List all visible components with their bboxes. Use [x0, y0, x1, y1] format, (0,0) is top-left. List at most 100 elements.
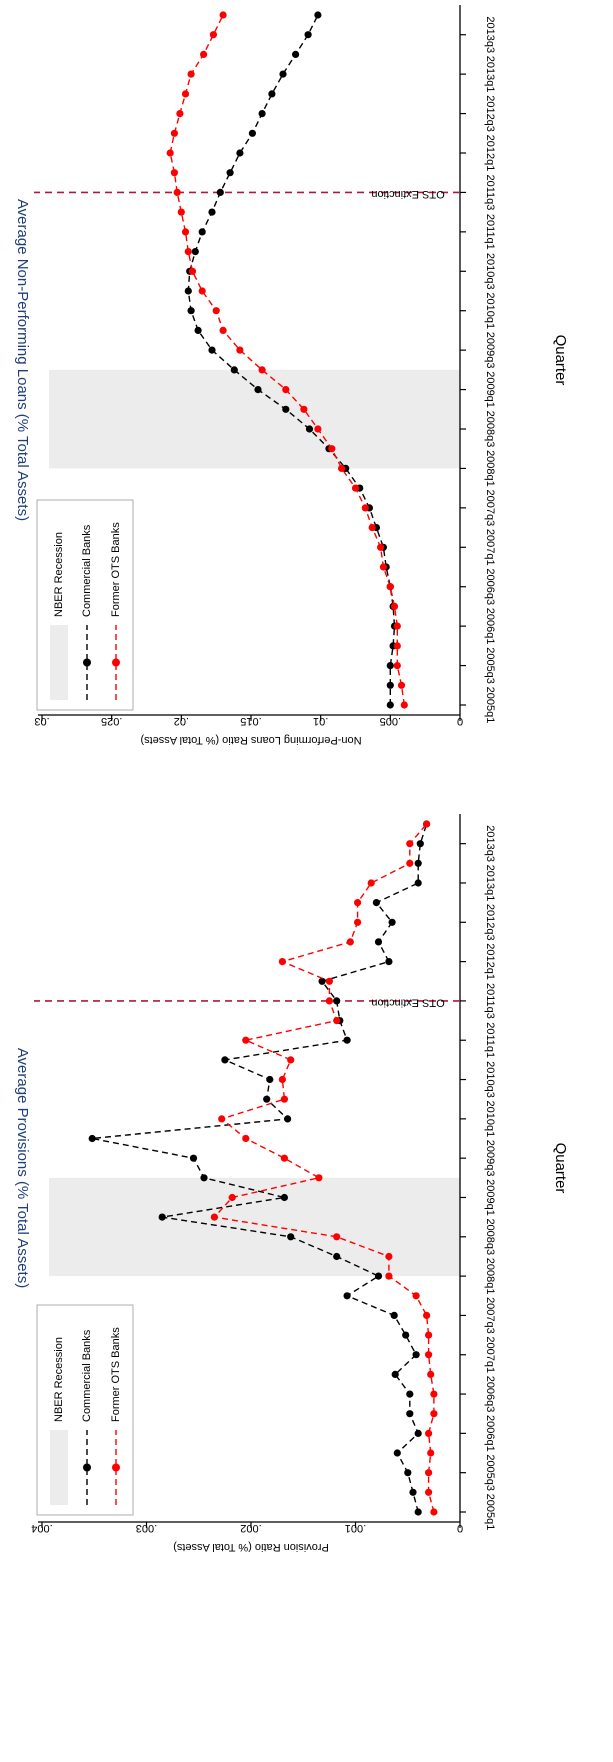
data-point-commercial — [391, 1370, 399, 1378]
data-point-ots — [200, 50, 208, 59]
series-line-commercial — [92, 823, 428, 1513]
data-point-ots — [393, 622, 401, 630]
legend-marker-ots — [112, 658, 120, 667]
x-tick-label: 2012q3 — [484, 95, 496, 132]
data-point-ots — [258, 366, 266, 374]
data-point-ots — [430, 1410, 438, 1418]
y-tick-label: .003 — [136, 1522, 157, 1534]
x-tick-label: 2010q3 — [484, 253, 496, 290]
chart-panel-npl: 0 .005 .01 .015 .02 .025 .03 Non-Performing Loa… — [14, 5, 569, 746]
series-line-ots — [169, 14, 405, 706]
data-point-commercial — [414, 879, 422, 887]
x-tick-label: 2007q3 — [484, 489, 496, 526]
legend-label: Former OTS Banks — [110, 522, 122, 617]
data-point-commercial — [374, 1272, 383, 1280]
x-axis-title: Quarter — [552, 335, 569, 386]
x-tick-label: 2009q3 — [484, 332, 496, 369]
data-point-ots — [314, 425, 322, 433]
data-point-ots — [412, 1292, 420, 1300]
data-point-ots — [287, 1056, 295, 1064]
data-point-commercial — [248, 129, 256, 137]
x-tick-label: 2013q1 — [484, 56, 496, 93]
x-tick-label: 2012q3 — [484, 904, 496, 941]
data-point-commercial — [268, 90, 276, 98]
data-point-ots — [338, 464, 346, 472]
data-point-commercial — [194, 326, 202, 334]
data-point-ots — [209, 31, 217, 39]
data-point-commercial — [266, 1075, 274, 1084]
data-point-commercial — [304, 31, 312, 39]
data-point-commercial — [158, 1213, 166, 1221]
data-point-commercial — [412, 1351, 420, 1359]
data-point-ots — [328, 445, 336, 453]
data-point-ots — [361, 504, 369, 512]
data-point-ots — [406, 840, 414, 848]
y-tick-label: .004 — [31, 1522, 52, 1534]
data-point-commercial — [386, 662, 394, 670]
data-point-commercial — [263, 1095, 271, 1103]
data-point-ots — [430, 1390, 438, 1398]
data-point-ots — [228, 1193, 236, 1202]
data-point-commercial — [191, 248, 199, 256]
data-point-commercial — [372, 899, 380, 907]
legend-label: NBER Recession — [53, 1337, 65, 1422]
data-point-ots — [423, 820, 431, 828]
data-point-commercial — [88, 1134, 96, 1143]
data-point-ots — [393, 662, 401, 670]
data-point-commercial — [280, 1193, 288, 1202]
data-point-commercial — [404, 1469, 412, 1477]
data-point-commercial — [189, 1154, 198, 1162]
series-line-commercial — [187, 14, 396, 705]
x-tick-label: 2005q3 — [484, 1454, 496, 1491]
data-point-ots — [425, 1351, 433, 1359]
data-point-ots — [315, 1174, 323, 1182]
data-point-commercial — [282, 405, 290, 413]
data-point-ots — [386, 583, 394, 591]
y-tick-label: .005 — [380, 715, 401, 727]
data-point-ots — [385, 1252, 393, 1261]
x-tick-label: 2008q3 — [484, 1218, 496, 1255]
chart-title: Average Non-Performing Loans (% Total As… — [14, 199, 31, 521]
data-point-ots — [212, 307, 220, 315]
data-point-commercial — [406, 1390, 414, 1398]
x-tick-label: 2007q3 — [484, 1297, 496, 1334]
data-point-ots — [430, 1508, 438, 1516]
data-point-ots — [242, 1134, 250, 1143]
data-point-ots — [166, 149, 174, 157]
x-tick-label: 2009q3 — [484, 1140, 496, 1177]
data-point-commercial — [198, 228, 206, 236]
data-point-ots — [218, 1115, 226, 1123]
x-tick-label: 2009q1 — [484, 1179, 496, 1216]
data-point-ots — [354, 899, 362, 907]
data-point-commercial — [414, 1508, 422, 1516]
series-line-ots — [213, 823, 435, 1513]
data-point-ots — [181, 90, 190, 98]
data-point-commercial — [305, 425, 314, 433]
data-point-commercial — [314, 11, 322, 19]
data-point-ots — [280, 1154, 288, 1162]
x-tick-label: 2009q1 — [484, 371, 496, 408]
x-axis-title: Quarter — [552, 1143, 569, 1194]
data-point-commercial — [390, 1311, 398, 1319]
data-point-ots — [282, 386, 290, 394]
data-point-commercial — [374, 938, 383, 946]
x-tick-label: 2011q1 — [484, 214, 496, 250]
data-point-commercial — [184, 287, 192, 295]
data-point-commercial — [333, 1252, 341, 1261]
x-tick-label: 2005q1 — [484, 687, 496, 724]
legend-label: Former OTS Banks — [110, 1327, 122, 1422]
data-point-ots — [173, 188, 181, 196]
data-point-ots — [425, 1488, 433, 1496]
data-point-commercial — [333, 997, 341, 1005]
data-point-ots — [425, 1331, 433, 1339]
ots-extinction-label: OTS Extinction — [371, 997, 444, 1009]
data-point-commercial — [386, 681, 394, 689]
data-point-commercial — [236, 149, 244, 157]
data-point-ots — [278, 1075, 286, 1084]
x-tick-label: 2013q3 — [484, 16, 496, 53]
x-tick-label: 2007q1 — [484, 1336, 496, 1373]
data-point-commercial — [318, 977, 326, 985]
data-point-commercial — [343, 1036, 351, 1044]
y-tick-label: 0 — [457, 1522, 463, 1534]
